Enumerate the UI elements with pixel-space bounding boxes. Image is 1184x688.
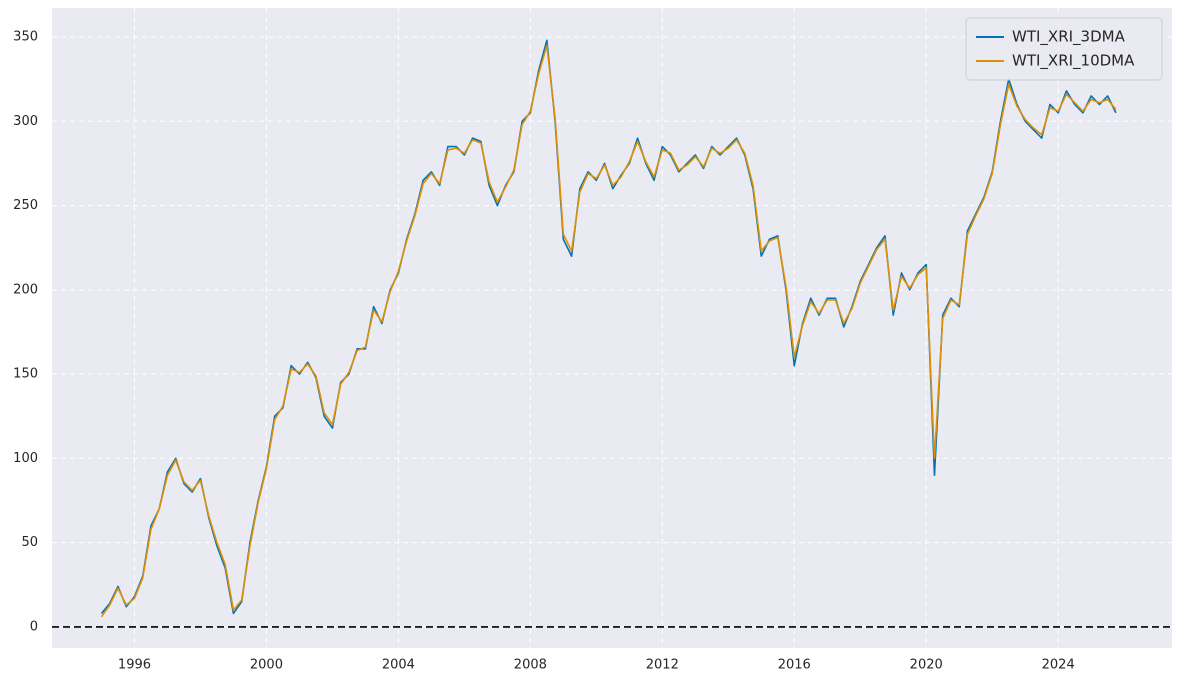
y-tick-label: 250 <box>13 198 38 213</box>
y-tick-label: 100 <box>13 451 38 466</box>
x-tick-label: 2012 <box>646 658 679 673</box>
y-tick-label: 300 <box>13 114 38 129</box>
x-tick-label: 2024 <box>1042 658 1075 673</box>
y-tick-label: 0 <box>30 619 38 634</box>
legend-box <box>965 17 1163 81</box>
x-tick-label: 2008 <box>514 658 547 673</box>
x-tick-label: 2004 <box>382 658 415 673</box>
y-tick-label: 200 <box>13 282 38 297</box>
x-tick-label: 2016 <box>778 658 811 673</box>
data-line <box>100 44 1117 618</box>
legend-label: WTI_XRI_3DMA <box>1012 28 1126 47</box>
x-tick-label: 2020 <box>910 658 943 673</box>
x-tick-label: 1996 <box>118 658 151 673</box>
x-tick-label: 2000 <box>250 658 283 673</box>
y-tick-label: 150 <box>13 367 38 382</box>
y-tick-label: 50 <box>21 535 38 550</box>
legend-label: WTI_XRI_10DMA <box>1012 52 1135 71</box>
y-tick-label: 350 <box>13 29 38 44</box>
plot-area <box>52 8 1172 648</box>
legend: WTI_XRI_3DMA WTI_XRI_10DMA <box>965 17 1163 81</box>
